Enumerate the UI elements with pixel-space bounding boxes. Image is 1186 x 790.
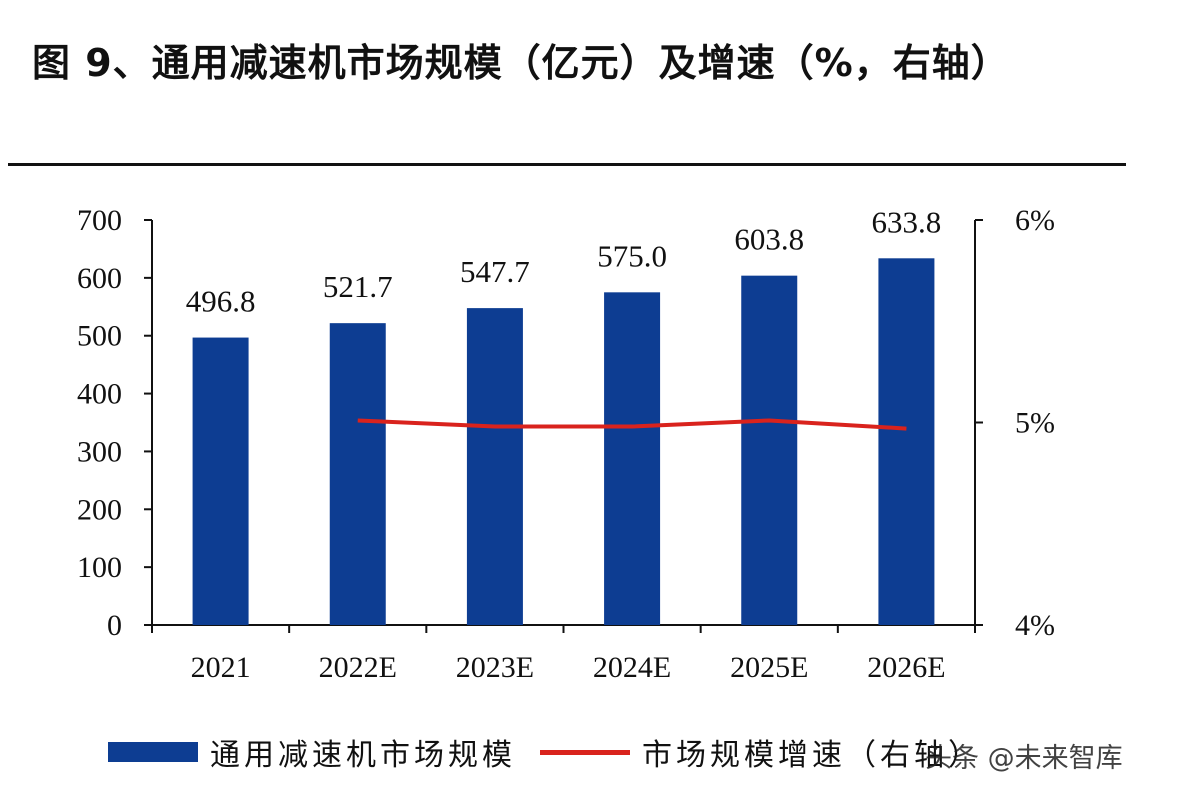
chart-data-labels: 496.8 521.7 547.7 575.0 603.8 633.8 xyxy=(186,204,942,318)
bar-value-label: 633.8 xyxy=(872,204,942,239)
bar xyxy=(878,258,935,625)
y-left-tick-label: 500 xyxy=(77,320,122,353)
y-left-tick-label: 600 xyxy=(77,262,122,295)
x-tick-label: 2021 xyxy=(191,651,251,684)
x-tick-label: 2024E xyxy=(593,651,671,684)
x-tick-label: 2026E xyxy=(867,651,945,684)
bar xyxy=(741,275,798,625)
title-divider xyxy=(8,163,1126,166)
y-right-tick-label: 5% xyxy=(1015,407,1055,440)
bar xyxy=(604,292,661,625)
bar xyxy=(192,337,249,625)
y-left-tick-label: 400 xyxy=(77,378,122,411)
bar xyxy=(466,308,523,625)
x-tick-label: 2025E xyxy=(730,651,808,684)
chart-legend: 通用减速机市场规模 市场规模增速（右轴） xyxy=(108,730,982,774)
chart-title: 图 9、通用减速机市场规模（亿元）及增速（%，右轴） xyxy=(32,41,1010,85)
growth-line-group xyxy=(357,418,907,431)
x-tick-label: 2023E xyxy=(456,651,534,684)
y-left-tick-label: 700 xyxy=(77,204,122,237)
legend-bar-swatch xyxy=(108,742,198,762)
y-left-tick-label: 100 xyxy=(77,551,122,584)
chart-bars xyxy=(192,258,935,625)
watermark: 头条 @未来智库 xyxy=(925,743,1123,774)
y-left-tick-label: 0 xyxy=(107,609,122,642)
legend-line-label: 市场规模增速（右轴） xyxy=(642,738,982,773)
y-left-tick-label: 300 xyxy=(77,435,122,468)
bar-value-label: 521.7 xyxy=(323,269,393,304)
y-right-tick-label: 4% xyxy=(1015,609,1055,642)
bar-value-label: 496.8 xyxy=(186,284,256,319)
bar-value-label: 575.0 xyxy=(597,238,667,273)
chart-axes: 0 100 200 300 400 500 600 700 4% 5% 6% 2021 2022E 202… xyxy=(77,204,1055,684)
legend-line-swatch xyxy=(540,749,630,755)
bar xyxy=(329,323,386,625)
x-tick-label: 2022E xyxy=(319,651,397,684)
bar-value-label: 547.7 xyxy=(460,254,530,289)
bar-value-label: 603.8 xyxy=(734,222,804,257)
y-right-tick-label: 6% xyxy=(1015,204,1055,237)
legend-bar-label: 通用减速机市场规模 xyxy=(210,738,516,773)
y-left-tick-label: 200 xyxy=(77,493,122,526)
